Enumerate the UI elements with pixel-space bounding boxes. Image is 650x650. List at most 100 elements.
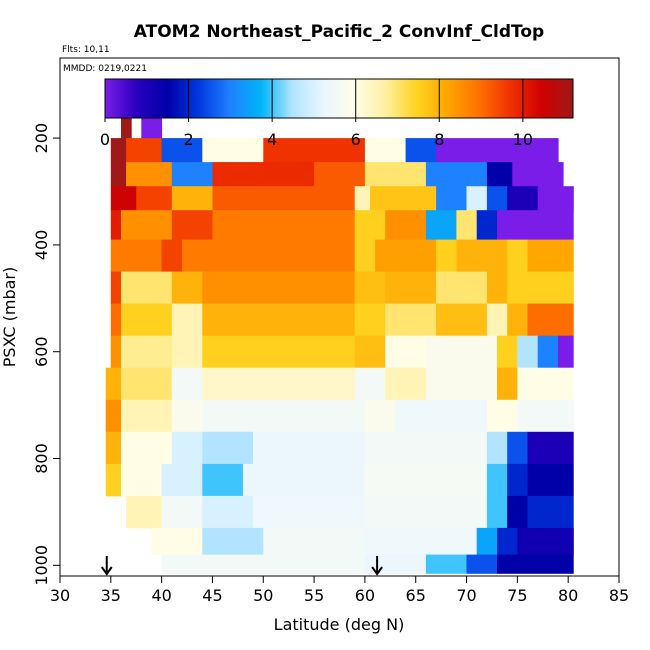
y-tick-label: 1000 xyxy=(32,545,51,586)
heatmap-cell xyxy=(161,495,203,529)
heatmap-cell xyxy=(385,303,437,337)
heatmap-cell xyxy=(507,239,528,273)
heatmap-cell xyxy=(436,303,488,337)
y-tick-label: 200 xyxy=(32,123,51,154)
heatmap-cell xyxy=(202,431,254,465)
heatmap-cell xyxy=(507,463,528,497)
heatmap-cell xyxy=(537,335,559,369)
heatmap-cell xyxy=(253,431,366,465)
heatmap-cell xyxy=(126,162,173,187)
heatmap-cell xyxy=(527,239,574,273)
heatmap-cell xyxy=(121,431,173,465)
heatmap-cell xyxy=(486,431,508,465)
heatmap-cell xyxy=(121,210,173,241)
heatmap-cell xyxy=(110,162,127,187)
x-tick-label: 45 xyxy=(202,586,222,605)
y-tick-label: 600 xyxy=(32,336,51,367)
x-tick-label: 55 xyxy=(304,586,324,605)
heatmap-cell xyxy=(425,335,498,369)
dates-label: MMDD: 0219,0221 xyxy=(63,64,147,74)
colorbar-tick-label: 2 xyxy=(183,130,193,149)
heatmap-cell xyxy=(253,495,366,529)
heatmap-cell xyxy=(364,463,488,497)
heatmap-cell xyxy=(456,239,508,273)
chart-title: ATOM2 Northeast_Pacific_2 ConvInf_CldTop xyxy=(134,22,544,42)
heatmap-cell xyxy=(212,162,315,187)
heatmap-cell xyxy=(171,399,203,433)
heatmap-cell xyxy=(466,554,498,574)
colorbar-tick-label: 8 xyxy=(434,130,444,149)
heatmap-cell xyxy=(202,271,356,305)
heatmap-cell xyxy=(110,303,122,337)
heatmap-cell xyxy=(486,463,508,497)
heatmap-cell xyxy=(202,495,254,529)
heatmap-cell xyxy=(497,210,574,241)
x-tick-label: 50 xyxy=(253,586,273,605)
heatmap-cell xyxy=(395,399,488,433)
heatmap-cell xyxy=(171,367,203,401)
heatmap-cell xyxy=(476,527,498,556)
heatmap-cell xyxy=(456,210,478,241)
heatmap-cell xyxy=(375,239,437,273)
heatmap-cell xyxy=(364,527,478,556)
heatmap-cell xyxy=(202,463,244,497)
heatmap-cell xyxy=(263,527,366,556)
heatmap-cell xyxy=(141,116,163,139)
heatmap-cell xyxy=(212,210,356,241)
heatmap-cell xyxy=(105,463,122,497)
heatmap-cell xyxy=(263,138,366,163)
heatmap-cell xyxy=(527,495,574,529)
heatmap-cell xyxy=(121,335,173,369)
heatmap-cell xyxy=(171,271,203,305)
heatmap-cell xyxy=(497,554,574,574)
heatmap-cell xyxy=(354,239,376,273)
heatmap-cell xyxy=(517,335,539,369)
x-tick-label: 85 xyxy=(609,586,629,605)
heatmap-cell xyxy=(354,335,386,369)
heatmap-cell xyxy=(171,210,213,241)
heatmap-cell xyxy=(242,463,366,497)
heatmap-cell xyxy=(425,162,488,187)
heatmap-cell xyxy=(364,162,427,187)
heatmap-cell xyxy=(121,399,173,433)
y-axis-label: PSXC (mbar) xyxy=(0,267,19,367)
heatmap-cell xyxy=(202,399,366,433)
x-tick-label: 70 xyxy=(456,586,476,605)
heatmap-cell xyxy=(136,186,173,211)
heatmap-cell xyxy=(314,162,366,187)
y-tick-label: 400 xyxy=(32,230,51,261)
x-tick-label: 40 xyxy=(151,586,171,605)
heatmap-cell xyxy=(110,239,163,273)
heatmap-cell xyxy=(126,495,163,529)
heatmap-cell xyxy=(486,495,508,529)
down-arrow-icon xyxy=(371,556,383,576)
x-tick-label: 65 xyxy=(406,586,426,605)
heatmap-cell xyxy=(512,162,564,187)
x-tick-label: 60 xyxy=(355,586,375,605)
colorbar-tick-label: 10 xyxy=(513,130,533,149)
heatmap-cell xyxy=(171,162,213,187)
heatmap-cell xyxy=(105,399,122,433)
heatmap-cell xyxy=(202,527,264,556)
heatmap-cell xyxy=(364,138,407,163)
heatmap-cell xyxy=(171,303,203,337)
x-tick-label: 30 xyxy=(50,586,70,605)
heatmap-cell xyxy=(121,367,173,401)
heatmap-cell xyxy=(105,367,122,401)
heatmap-cell xyxy=(161,239,183,273)
colorbar-gradient xyxy=(104,78,574,119)
heatmap-cell xyxy=(405,138,437,163)
heatmap-cell xyxy=(110,210,122,241)
heatmap-cell xyxy=(171,335,203,369)
heatmap-cell xyxy=(486,186,508,211)
heatmap-cell xyxy=(497,335,518,369)
heatmap-cell xyxy=(354,367,386,401)
heatmap-cell xyxy=(507,271,574,305)
heatmap-cell xyxy=(517,367,574,401)
heatmap-cell xyxy=(486,399,518,433)
flights-label: Flts: 10,11 xyxy=(62,45,110,55)
heatmap-cell xyxy=(486,303,508,337)
heatmap-cell xyxy=(202,367,356,401)
heatmap-cell xyxy=(121,271,173,305)
